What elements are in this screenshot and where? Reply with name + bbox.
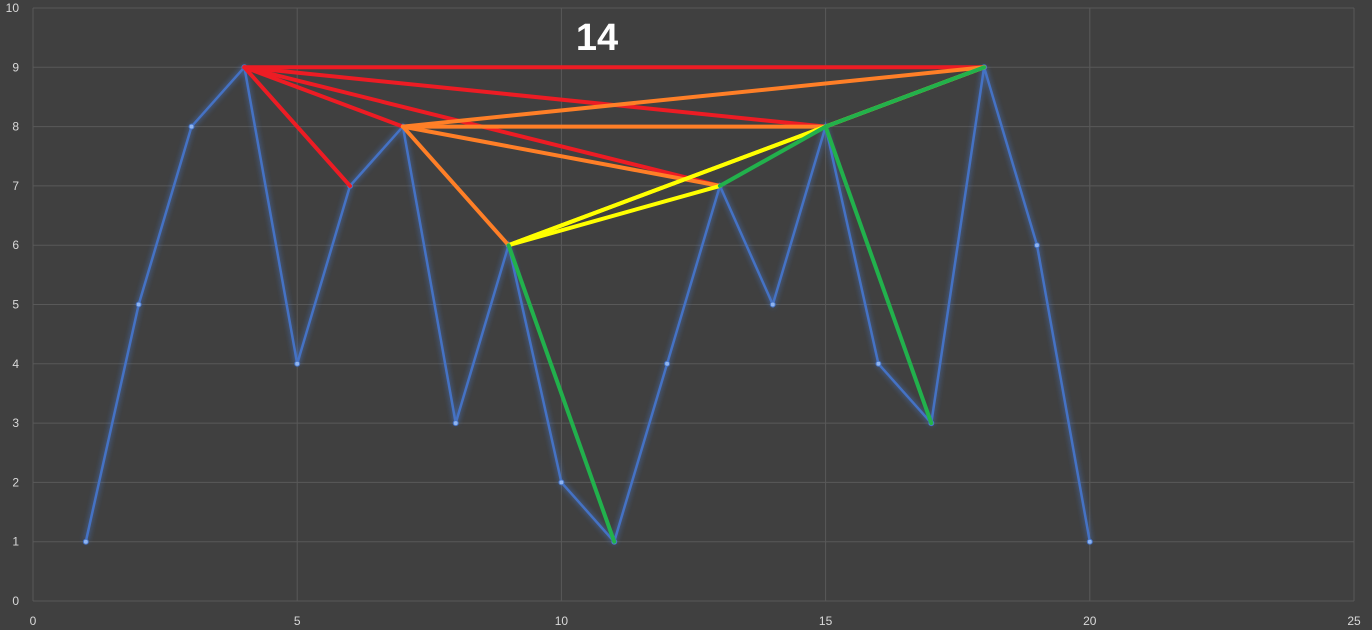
- x-tick-label-25: 25: [1347, 614, 1361, 628]
- y-tick-label-10: 10: [6, 1, 20, 15]
- data-point-3: [188, 123, 195, 130]
- data-point-16: [875, 360, 882, 367]
- y-tick-label-9: 9: [12, 60, 19, 74]
- y-tick-label-3: 3: [12, 416, 19, 430]
- data-point-5: [294, 360, 301, 367]
- y-tick-label-8: 8: [12, 120, 19, 134]
- y-tick-label-5: 5: [12, 298, 19, 312]
- data-point-8: [452, 420, 459, 427]
- x-tick-label-5: 5: [294, 614, 301, 628]
- yellow-connection-line-1: [506, 183, 722, 248]
- chart-title: 14: [575, 17, 619, 59]
- y-tick-label-4: 4: [12, 357, 19, 371]
- data-point-1: [82, 538, 89, 545]
- data-point-10: [558, 479, 565, 486]
- green-connection-line-4: [823, 65, 987, 129]
- gridlines: [32, 7, 1355, 602]
- green-connection-line-3: [823, 124, 934, 426]
- y-tick-label-0: 0: [12, 594, 19, 608]
- x-tick-label-15: 15: [819, 614, 833, 628]
- y-tick-label-1: 1: [12, 535, 19, 549]
- series-line-0: [84, 64, 1092, 545]
- y-tick-label-7: 7: [12, 179, 19, 193]
- red-connection-line-4: [242, 65, 828, 129]
- green-connection-line-1: [506, 243, 617, 544]
- axis-tick-labels: 0 1 2 3 4 5 6 7 8 9 10 0 5 10 15 20 25: [6, 1, 1361, 628]
- y-tick-label-6: 6: [12, 238, 19, 252]
- x-tick-label-0: 0: [30, 614, 37, 628]
- data-point-19: [1033, 242, 1040, 249]
- orange-connection-line-1: [400, 124, 511, 248]
- x-tick-label-20: 20: [1083, 614, 1097, 628]
- x-tick-label-10: 10: [555, 614, 569, 628]
- data-point-14: [769, 301, 776, 308]
- red-connection-line-1: [242, 65, 353, 188]
- data-point-2: [135, 301, 142, 308]
- orange-connection-line-2: [400, 124, 722, 188]
- connection-lines: [242, 65, 987, 544]
- data-point-12: [664, 360, 671, 367]
- red-connection-line-2: [242, 65, 405, 129]
- orange-connection-line-4: [400, 65, 987, 129]
- data-point-20: [1086, 538, 1093, 545]
- y-tick-label-2: 2: [12, 475, 19, 489]
- green-connection-line-2: [717, 124, 828, 188]
